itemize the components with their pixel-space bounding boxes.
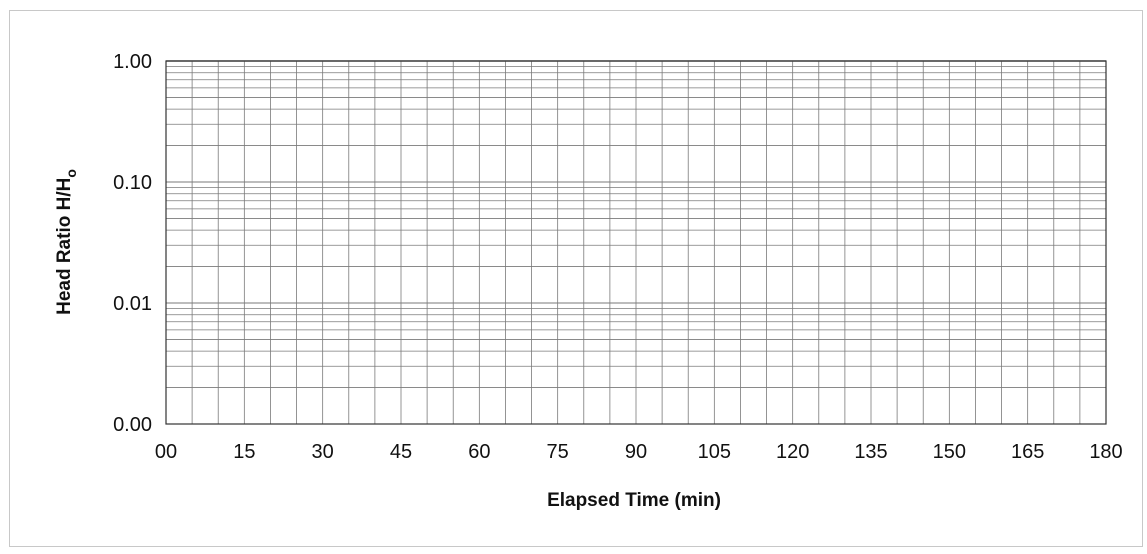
y-tick-label: 1.00 (113, 51, 152, 73)
x-tick-label: 180 (1089, 441, 1122, 463)
plot-area (165, 60, 1107, 425)
x-tick-label: 60 (468, 441, 490, 463)
x-tick-label: 30 (312, 441, 334, 463)
y-tick-label: 0.00 (113, 414, 152, 436)
y-tick-label: 0.10 (113, 172, 152, 194)
x-tick-label: 120 (776, 441, 809, 463)
x-tick-label: 165 (1011, 441, 1044, 463)
x-tick-labels: 00 15 30 45 60 75 90 105 120 135 150 165 180 (155, 441, 1123, 463)
x-axis-title: Elapsed Time (min) (547, 490, 721, 511)
x-tick-label: 135 (854, 441, 887, 463)
y-axis-title-main: Head Ratio H/H (54, 178, 75, 315)
grid-layer (165, 60, 1107, 425)
y-axis-title: Head Ratio H/Ho (54, 169, 79, 315)
x-tick-label: 00 (155, 441, 177, 463)
y-axis-title-subscript: o (63, 169, 79, 178)
y-tick-label: 0.01 (113, 293, 152, 315)
x-tick-label: 75 (547, 441, 569, 463)
chart-frame (9, 10, 1143, 547)
x-tick-label: 90 (625, 441, 647, 463)
y-tick-labels: 0.00 0.01 0.10 1.00 (113, 51, 152, 436)
x-tick-label: 150 (933, 441, 966, 463)
x-tick-label: 15 (233, 441, 255, 463)
x-tick-label: 105 (698, 441, 731, 463)
x-tick-label: 45 (390, 441, 412, 463)
